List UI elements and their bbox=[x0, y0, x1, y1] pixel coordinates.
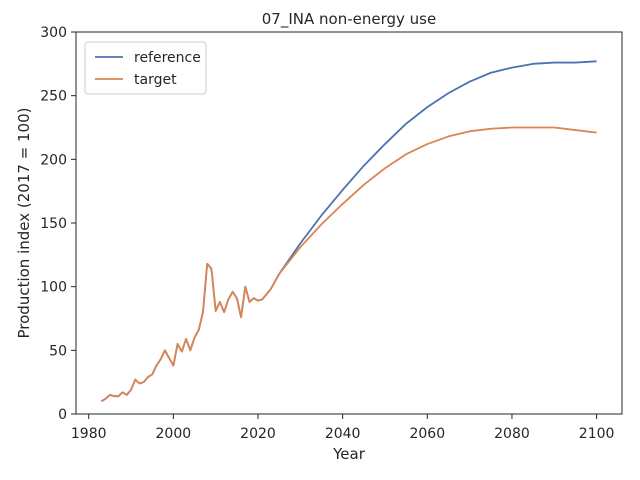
x-tick-label: 2100 bbox=[579, 426, 615, 442]
x-tick-label: 2080 bbox=[494, 426, 530, 442]
y-tick-label: 200 bbox=[40, 152, 67, 168]
y-tick-label: 100 bbox=[40, 280, 67, 296]
y-tick-label: 0 bbox=[58, 407, 67, 423]
x-tick-label: 2040 bbox=[325, 426, 361, 442]
plot-area bbox=[100, 60, 597, 403]
y-axis-label: Production index (2017 = 100) bbox=[15, 108, 33, 339]
legend-label-target: target bbox=[134, 72, 177, 88]
legend: reference target bbox=[84, 41, 207, 95]
y-tick-label: 300 bbox=[40, 25, 67, 41]
y-tick-label: 150 bbox=[40, 216, 67, 232]
x-tick-label: 2000 bbox=[156, 426, 192, 442]
x-axis-label: Year bbox=[332, 445, 366, 463]
x-tick-label: 2020 bbox=[240, 426, 276, 442]
x-tick-label: 2060 bbox=[409, 426, 445, 442]
x-axis: 1980 2000 2020 2040 2060 2080 2100 bbox=[71, 414, 615, 442]
legend-label-reference: reference bbox=[134, 50, 201, 66]
legend-box bbox=[84, 41, 207, 95]
y-tick-label: 50 bbox=[49, 343, 67, 359]
series-line-target bbox=[100, 126, 597, 403]
x-tick-label: 1980 bbox=[71, 426, 107, 442]
y-axis: 0 50 100 150 200 250 300 bbox=[40, 25, 76, 423]
y-tick-label: 250 bbox=[40, 89, 67, 105]
chart-title: 07_INA non-energy use bbox=[262, 10, 436, 29]
